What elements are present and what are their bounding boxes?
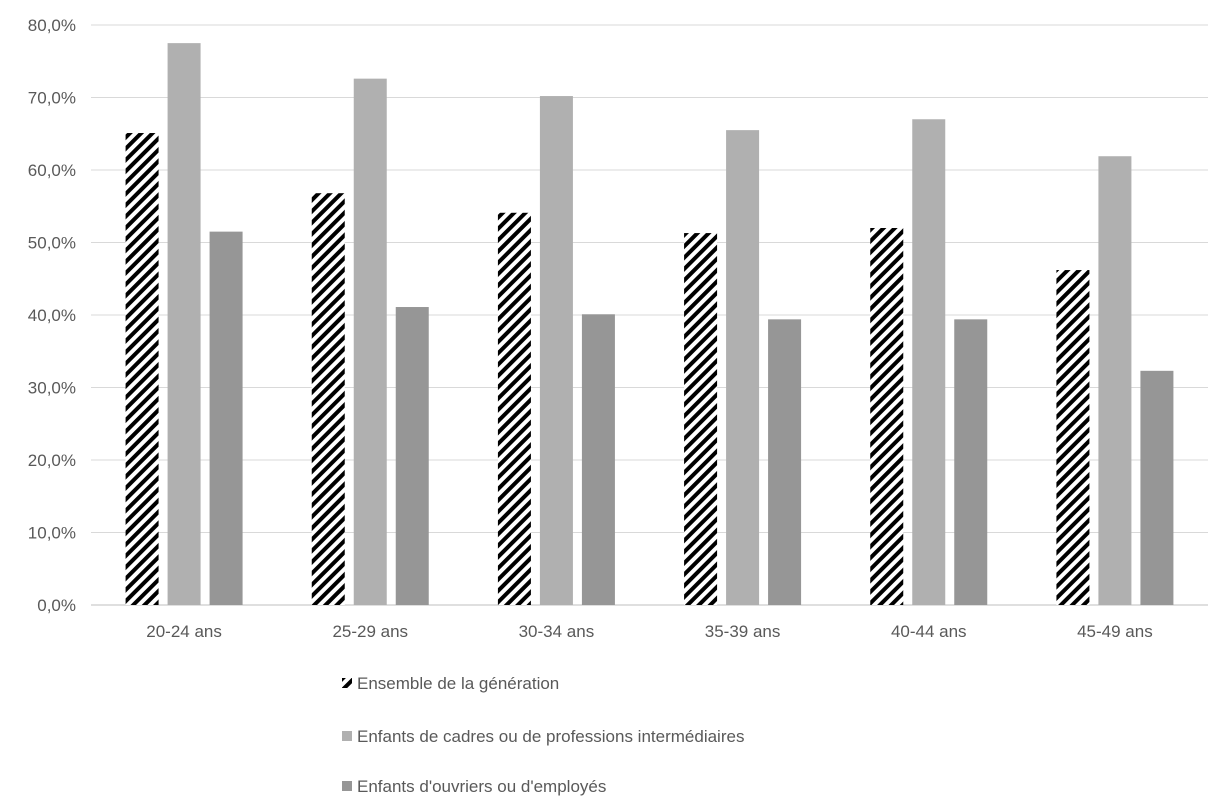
x-tick-label: 45-49 ans	[1077, 622, 1153, 641]
bar-series-2-40-44-ans	[912, 119, 946, 605]
bar-series-3-45-49-ans	[1140, 370, 1174, 605]
bar-series-2-45-49-ans	[1098, 156, 1132, 605]
legend-label-2: Enfants de cadres ou de professions inte…	[357, 727, 744, 746]
x-axis: 20-24 ans 25-29 ans 30-34 ans 35-39 ans 40-4…	[146, 622, 1152, 641]
legend-swatch-1	[342, 678, 352, 688]
bar-series-3-30-34-ans	[581, 314, 615, 605]
gridlines	[91, 24, 1208, 606]
bar-series-3-20-24-ans	[209, 231, 243, 605]
bar-series-3-35-39-ans	[768, 319, 802, 605]
y-axis: 0,0% 10,0% 20,0% 30,0% 40,0% 50,0% 60,0% 70,0% 8…	[28, 16, 76, 615]
bar-series-1-25-29-ans	[311, 193, 345, 605]
bar-series-2-20-24-ans	[167, 43, 201, 605]
bar-series-3-40-44-ans	[954, 319, 988, 605]
bar-series-2-35-39-ans	[726, 130, 760, 605]
y-tick-label: 70,0%	[28, 89, 76, 108]
bar-series-1-40-44-ans	[870, 228, 904, 605]
x-tick-label: 20-24 ans	[146, 622, 222, 641]
bar-series-2-25-29-ans	[353, 78, 387, 605]
y-tick-label: 60,0%	[28, 161, 76, 180]
y-tick-label: 10,0%	[28, 524, 76, 543]
y-tick-label: 50,0%	[28, 234, 76, 253]
legend-swatch-2	[342, 731, 352, 741]
bar-series-2-30-34-ans	[539, 96, 573, 606]
legend-swatch-3	[342, 781, 352, 791]
y-tick-label: 30,0%	[28, 379, 76, 398]
y-tick-label: 20,0%	[28, 451, 76, 470]
y-tick-label: 40,0%	[28, 306, 76, 325]
bar-series-1-30-34-ans	[497, 212, 531, 605]
bar-series-1-35-39-ans	[684, 233, 718, 605]
legend-label-1: Ensemble de la génération	[357, 674, 559, 693]
y-tick-label: 0,0%	[37, 596, 76, 615]
bar-series-3-25-29-ans	[395, 307, 429, 605]
bar-series-1-45-49-ans	[1056, 270, 1090, 605]
legend-label-3: Enfants d'ouvriers ou d'employés	[357, 777, 606, 796]
bar-series-1-20-24-ans	[125, 133, 159, 605]
legend: Ensemble de la génération Enfants de cadr…	[342, 674, 744, 796]
x-tick-label: 40-44 ans	[891, 622, 967, 641]
x-tick-label: 25-29 ans	[332, 622, 408, 641]
y-tick-label: 80,0%	[28, 16, 76, 35]
x-tick-label: 35-39 ans	[705, 622, 781, 641]
x-tick-label: 30-34 ans	[519, 622, 595, 641]
bars	[125, 43, 1174, 606]
